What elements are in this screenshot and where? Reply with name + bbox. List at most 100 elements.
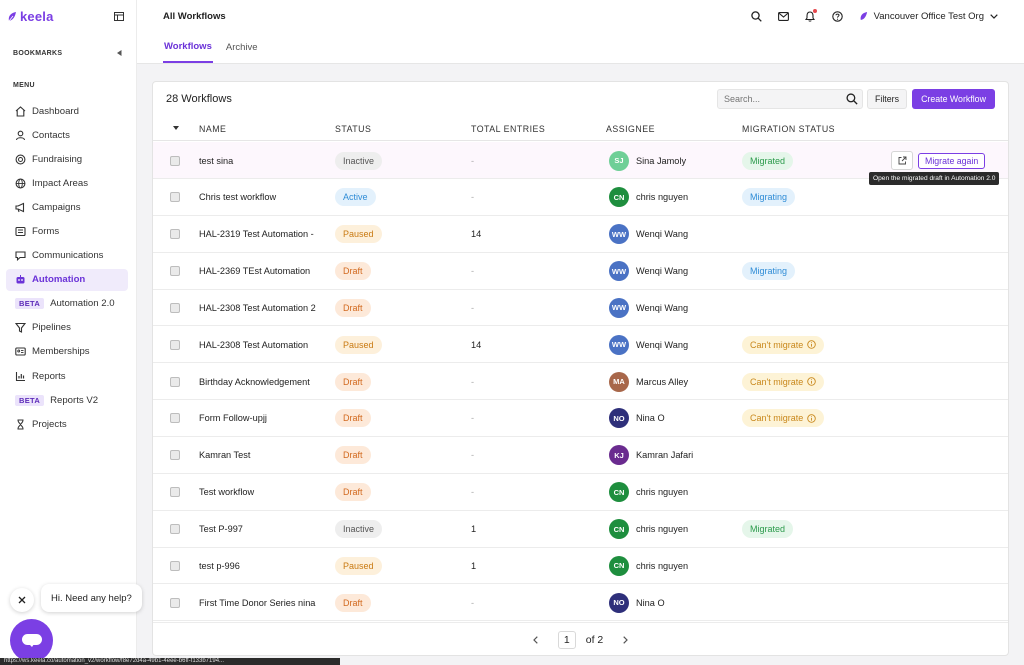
mail-icon[interactable] xyxy=(770,0,797,32)
chat-close-button[interactable] xyxy=(10,588,34,612)
sidebar-item-communications[interactable]: Communications xyxy=(6,245,128,267)
row-checkbox[interactable] xyxy=(170,266,180,277)
row-checkbox-cell xyxy=(170,179,180,216)
migration-status-badge[interactable]: Can't migrate xyxy=(742,409,825,428)
table-row[interactable]: test sina Inactive - SJ Sina Jamoly Migrated M… xyxy=(153,142,1008,179)
workflow-name[interactable]: HAL-2369 TEst Automation xyxy=(199,266,311,277)
tab-workflows[interactable]: Workflows xyxy=(163,31,213,63)
row-checkbox[interactable] xyxy=(170,376,180,387)
workflow-name[interactable]: First Time Donor Series nina xyxy=(199,597,316,608)
workflow-name[interactable]: test p-996 xyxy=(199,560,240,571)
row-checkbox[interactable] xyxy=(170,192,180,203)
row-checkbox[interactable] xyxy=(170,560,180,571)
info-icon[interactable] xyxy=(807,340,816,349)
sidebar-item-reports-v2[interactable]: BETA Reports V2 xyxy=(6,389,128,411)
table-row[interactable]: First Time Donor Series nina Draft - NO Nina… xyxy=(153,584,1008,622)
panel-toggle-icon[interactable] xyxy=(114,11,124,21)
sidebar-item-automation[interactable]: Automation xyxy=(6,268,128,291)
table-row[interactable]: HAL-2369 TEst Automation Draft - WW Wenqi Wa… xyxy=(153,253,1008,290)
row-checkbox[interactable] xyxy=(170,450,180,461)
sidebar-item-memberships[interactable]: Memberships xyxy=(6,341,128,363)
row-checkbox[interactable] xyxy=(170,524,180,534)
row-checkbox[interactable] xyxy=(170,413,180,424)
sidebar-item-dashboard[interactable]: Dashboard xyxy=(6,100,128,122)
sidebar-item-projects[interactable]: Projects xyxy=(6,413,128,435)
column-header-status[interactable]: STATUS xyxy=(335,124,372,134)
chat-launcher-button[interactable] xyxy=(10,619,53,662)
assignee-name: Kamran Jafari xyxy=(636,450,694,461)
sidebar-item-automation-2-0[interactable]: BETA Automation 2.0 xyxy=(6,293,128,315)
row-checkbox[interactable] xyxy=(170,339,180,350)
workflow-name[interactable]: test sina xyxy=(199,155,234,166)
table-row[interactable]: HAL-2308 Test Automation 2 Draft - WW Wenqi … xyxy=(153,289,1008,327)
sidebar-item-fundraising[interactable]: Fundraising xyxy=(6,148,128,170)
migration-status-badge: Migrating xyxy=(742,188,796,207)
table-row[interactable]: Test workflow Draft - CN chris nguyen xyxy=(153,474,1008,511)
info-icon[interactable] xyxy=(807,377,816,386)
workflow-name[interactable]: Chris test workflow xyxy=(199,192,277,203)
sidebar-item-campaigns[interactable]: Campaigns xyxy=(6,196,128,218)
create-workflow-button[interactable]: Create Workflow xyxy=(912,89,995,109)
sidebar-item-contacts[interactable]: Contacts xyxy=(6,124,128,146)
migration-status-badge[interactable]: Can't migrate xyxy=(742,372,825,391)
row-checkbox[interactable] xyxy=(170,487,180,498)
chat-greeting[interactable]: Hi. Need any help? xyxy=(41,584,142,612)
workflow-name[interactable]: Birthday Acknowledgement xyxy=(199,376,310,387)
assignee-name: Wenqi Wang xyxy=(636,229,689,240)
table-row[interactable]: Chris test workflow Active - CN chris nguyen… xyxy=(153,179,1008,216)
tab-archive[interactable]: Archive xyxy=(225,41,258,53)
workflow-name[interactable]: HAL-2308 Test Automation xyxy=(199,339,309,350)
row-checkbox[interactable] xyxy=(170,155,180,166)
search-icon[interactable] xyxy=(846,93,858,105)
sidebar-item-pipelines[interactable]: Pipelines xyxy=(6,317,128,339)
migration-status-badge[interactable]: Can't migrate xyxy=(742,335,825,354)
column-header-assignee[interactable]: ASSIGNEE xyxy=(606,124,655,134)
filters-button[interactable]: Filters xyxy=(867,89,907,109)
sidebar-item-label: Pipelines xyxy=(32,322,71,334)
workflow-name[interactable]: Form Follow-upjj xyxy=(199,413,267,424)
status-badge: Draft xyxy=(335,298,371,317)
open-migrated-draft-button[interactable] xyxy=(891,151,913,170)
keela-logo[interactable]: keela xyxy=(7,9,54,24)
bell-icon[interactable] xyxy=(797,0,824,32)
caret-left-icon[interactable] xyxy=(117,50,122,56)
column-header-total-entries[interactable]: TOTAL ENTRIES xyxy=(471,124,546,134)
table-row[interactable]: Form Follow-upjj Draft - NO Nina O Can't migr… xyxy=(153,400,1008,437)
workflow-name[interactable]: Kamran Test xyxy=(199,450,251,461)
status-cell: Draft xyxy=(335,400,371,437)
next-page-button[interactable] xyxy=(613,635,638,644)
row-checkbox-cell xyxy=(170,437,180,474)
sort-caret-icon[interactable] xyxy=(173,126,179,130)
search-icon[interactable] xyxy=(743,0,770,32)
row-checkbox[interactable] xyxy=(170,302,180,313)
row-checkbox[interactable] xyxy=(170,229,180,240)
sidebar-item-impact-areas[interactable]: Impact Areas xyxy=(6,172,128,194)
status-badge: Draft xyxy=(335,262,371,281)
sidebar-item-reports[interactable]: Reports xyxy=(6,365,128,387)
row-checkbox[interactable] xyxy=(170,597,180,608)
table-row[interactable]: test p-996 Paused 1 CN chris nguyen xyxy=(153,547,1008,585)
table-row[interactable]: Birthday Acknowledgement Draft - MA Marcus A… xyxy=(153,363,1008,401)
migrate-again-button[interactable]: Migrate again xyxy=(918,152,986,169)
search-input[interactable] xyxy=(724,94,844,104)
column-header-migration-status[interactable]: MIGRATION STATUS xyxy=(742,124,836,134)
migration-status-cell: Can't migrate xyxy=(742,400,825,437)
prev-page-button[interactable] xyxy=(523,635,548,644)
sidebar-item-forms[interactable]: Forms xyxy=(6,220,128,242)
current-page[interactable]: 1 xyxy=(557,630,576,649)
table-row[interactable]: Test P-997 Inactive 1 CN chris nguyen Migrate… xyxy=(153,511,1008,548)
workflow-name[interactable]: HAL-2308 Test Automation 2 xyxy=(199,302,316,313)
column-header-name[interactable]: NAME xyxy=(199,124,227,134)
org-switcher[interactable]: Vancouver Office Test Org xyxy=(859,11,998,22)
table-row[interactable]: HAL-2319 Test Automation - Paused 14 WW Wenq… xyxy=(153,216,1008,253)
bookmarks-header[interactable]: BOOKMARKS xyxy=(0,48,136,58)
workflow-name[interactable]: Test P-997 xyxy=(199,524,243,534)
workflow-name[interactable]: HAL-2319 Test Automation - xyxy=(199,229,314,240)
table-row[interactable]: Kamran Test Draft - KJ Kamran Jafari xyxy=(153,437,1008,474)
info-icon[interactable] xyxy=(807,414,816,423)
help-icon[interactable] xyxy=(824,0,851,32)
assignee-name: chris nguyen xyxy=(636,560,689,571)
table-row[interactable]: HAL-2308 Test Automation Paused 14 WW Wenqi … xyxy=(153,326,1008,364)
logo-row: keela xyxy=(0,0,136,32)
workflow-name[interactable]: Test workflow xyxy=(199,487,255,498)
